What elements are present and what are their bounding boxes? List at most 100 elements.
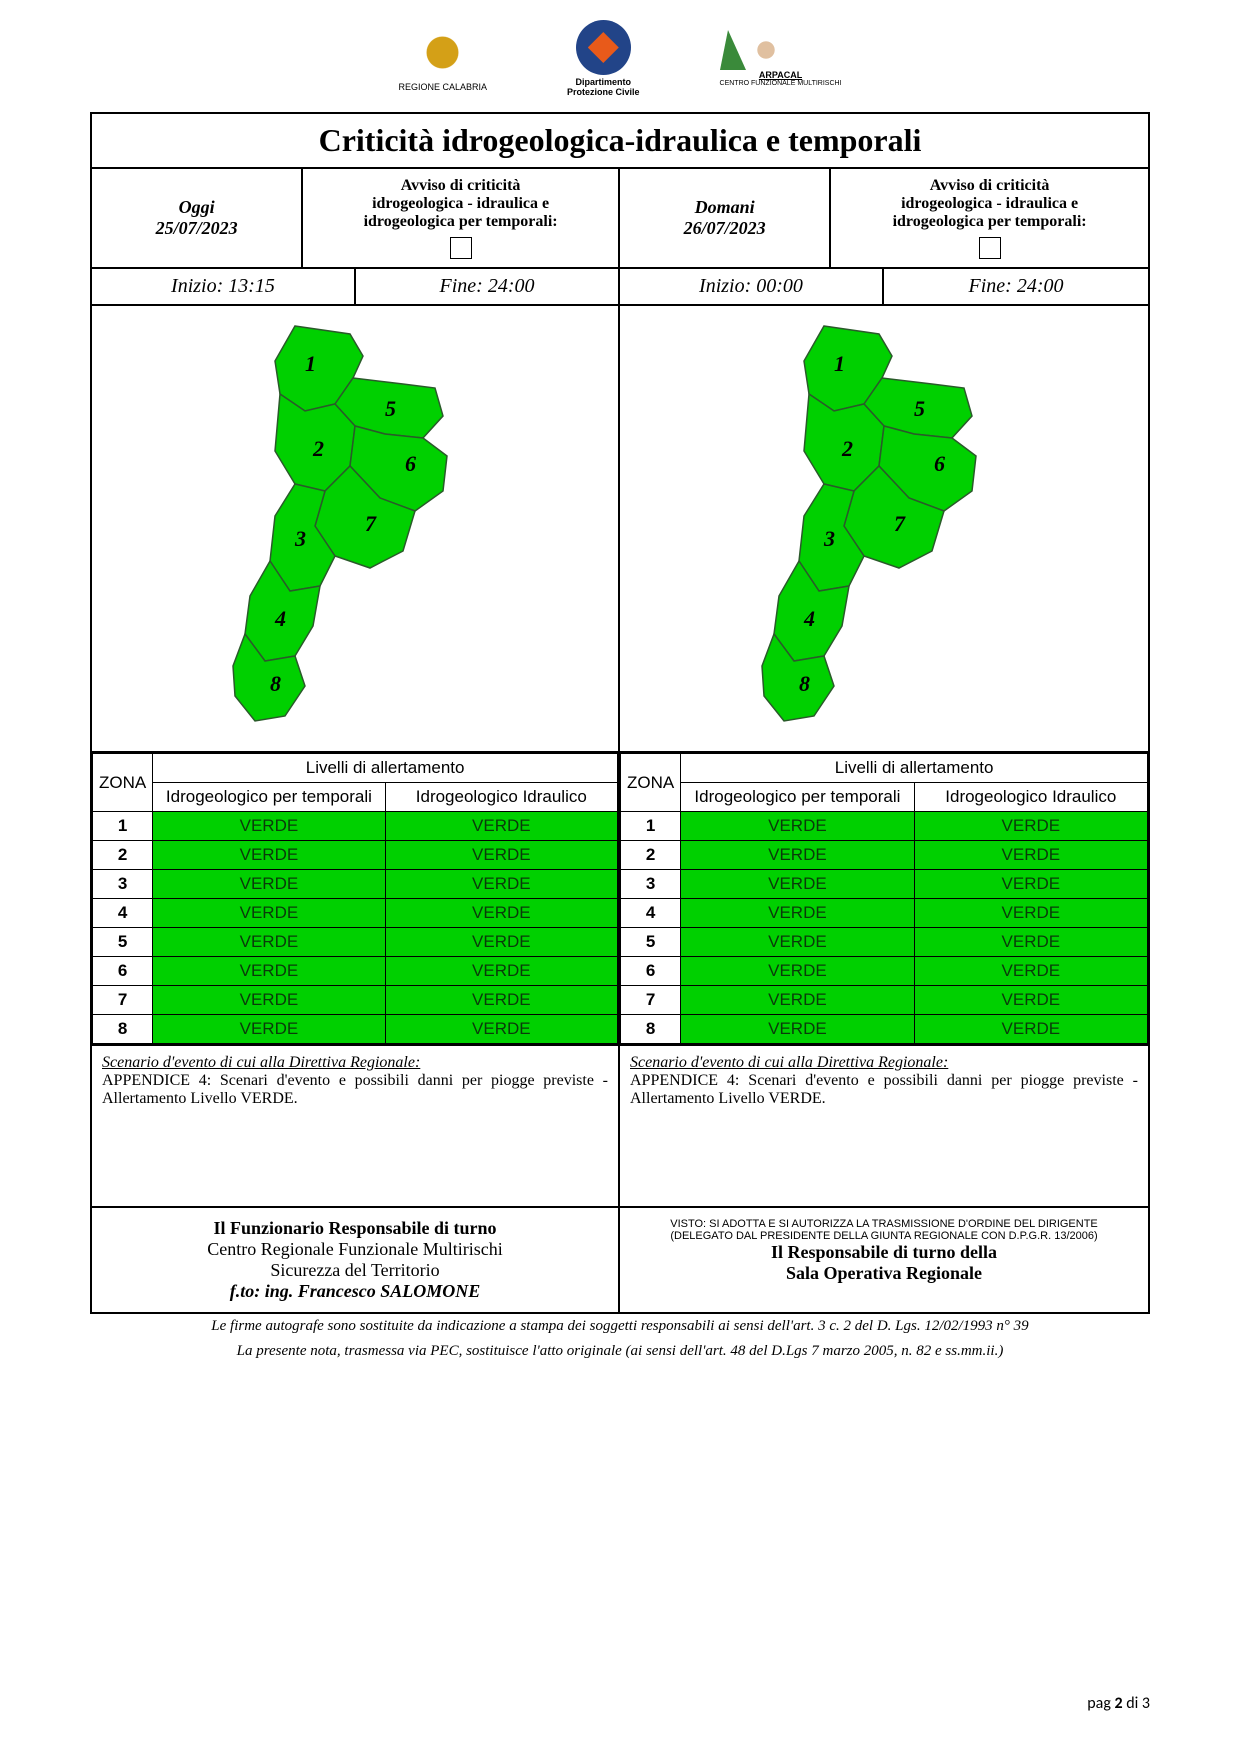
- today-avviso-cell: Avviso di criticità idrogeologica - idra…: [303, 169, 620, 267]
- sig-left-l2: Centro Regionale Funzionale Multirischi: [102, 1239, 608, 1260]
- tomorrow-date: 26/07/2023: [684, 218, 766, 239]
- today-label: Oggi: [179, 197, 215, 218]
- table-tomorrow-wrap: ZONA Livelli di allertamento Idrogeologi…: [620, 753, 1148, 1044]
- table-row: 1 VERDE VERDE: [93, 812, 618, 841]
- idraulico-cell: VERDE: [385, 1015, 617, 1044]
- arpacal-icon: [720, 30, 746, 70]
- idraulico-cell: VERDE: [385, 928, 617, 957]
- table-row: 5 VERDE VERDE: [621, 928, 1148, 957]
- temporali-cell: VERDE: [153, 870, 385, 899]
- logo-calabria: REGIONE CALABRIA: [398, 25, 487, 92]
- today-inizio: Inizio: 13:15: [92, 269, 356, 304]
- zone-label-6: 6: [405, 451, 416, 476]
- temporali-cell: VERDE: [681, 928, 914, 957]
- zone-label-5: 5: [914, 396, 925, 421]
- zone-label-1: 1: [305, 351, 316, 376]
- zone-cell: 5: [93, 928, 153, 957]
- idraulico-cell: VERDE: [385, 870, 617, 899]
- col2-header: Idrogeologico Idraulico: [914, 783, 1147, 812]
- zone-label-2: 2: [841, 436, 853, 461]
- sig-right-s2: (DELEGATO DAL PRESIDENTE DELLA GIUNTA RE…: [630, 1230, 1138, 1242]
- tomorrow-avviso-l3: idrogeologica per temporali:: [893, 213, 1087, 231]
- page-title: Criticità idrogeologica-idraulica e temp…: [92, 114, 1148, 169]
- protezione-civile-icon: [576, 20, 631, 75]
- tomorrow-inizio: Inizio: 00:00: [620, 269, 884, 304]
- tables-row: ZONA Livelli di allertamento Idrogeologi…: [92, 753, 1148, 1046]
- today-avviso-l2: idrogeologica - idraulica e: [364, 195, 558, 213]
- table-row: 3 VERDE VERDE: [93, 870, 618, 899]
- temporali-cell: VERDE: [681, 957, 914, 986]
- scenario-today-body: APPENDICE 4: Scenari d'evento e possibil…: [102, 1072, 608, 1108]
- scenario-tomorrow: Scenario d'evento di cui alla Direttiva …: [620, 1046, 1148, 1206]
- table-row: 6 VERDE VERDE: [621, 957, 1148, 986]
- tomorrow-avviso-checkbox: [979, 237, 1001, 259]
- tomorrow-avviso-cell: Avviso di criticità idrogeologica - idra…: [831, 169, 1148, 267]
- idraulico-cell: VERDE: [385, 986, 617, 1015]
- zone-cell: 5: [621, 928, 681, 957]
- tomorrow-avviso-l2: idrogeologica - idraulica e: [893, 195, 1087, 213]
- main-container: Criticità idrogeologica-idraulica e temp…: [90, 112, 1150, 1314]
- signature-row: Il Funzionario Responsabile di turno Cen…: [92, 1208, 1148, 1312]
- zone-label-7: 7: [894, 511, 906, 536]
- table-row: 4 VERDE VERDE: [621, 899, 1148, 928]
- table-row: 7 VERDE VERDE: [93, 986, 618, 1015]
- temporali-cell: VERDE: [153, 812, 385, 841]
- zone-cell: 4: [93, 899, 153, 928]
- idraulico-cell: VERDE: [914, 870, 1147, 899]
- sig-left-l4: f.to: ing. Francesco SALOMONE: [102, 1281, 608, 1302]
- zone-label-8: 8: [799, 671, 810, 696]
- zone-cell: 6: [93, 957, 153, 986]
- temporali-cell: VERDE: [153, 1015, 385, 1044]
- zone-label-8: 8: [270, 671, 281, 696]
- time-row: Inizio: 13:15 Fine: 24:00 Inizio: 00:00 …: [92, 269, 1148, 306]
- logo-calabria-label: REGIONE CALABRIA: [398, 82, 487, 92]
- temporali-cell: VERDE: [153, 841, 385, 870]
- zone-cell: 4: [621, 899, 681, 928]
- protciv-l1: Dipartimento: [576, 77, 632, 87]
- zone-cell: 1: [621, 812, 681, 841]
- table-row: 7 VERDE VERDE: [621, 986, 1148, 1015]
- today-date: 25/07/2023: [156, 218, 238, 239]
- today-date-cell: Oggi 25/07/2023: [92, 169, 303, 267]
- idraulico-cell: VERDE: [385, 841, 617, 870]
- arpacal-l2: CENTRO FUNZIONALE MULTIRISCHI: [720, 80, 842, 87]
- temporali-cell: VERDE: [681, 812, 914, 841]
- sig-right-l1: Il Responsabile di turno della: [630, 1242, 1138, 1263]
- zone-cell: 3: [93, 870, 153, 899]
- page-number: pag 2 di 3: [1087, 1694, 1150, 1713]
- zone-cell: 8: [93, 1015, 153, 1044]
- logo-arpacal: ARPACAL CENTRO FUNZIONALE MULTIRISCHI: [720, 30, 842, 87]
- arpacal-secondary-icon: [751, 35, 781, 65]
- protciv-l2: Protezione Civile: [567, 87, 640, 97]
- col2-header: Idrogeologico Idraulico: [385, 783, 617, 812]
- alert-table-today: ZONA Livelli di allertamento Idrogeologi…: [92, 753, 618, 1044]
- idraulico-cell: VERDE: [385, 957, 617, 986]
- sig-right-l2: Sala Operativa Regionale: [630, 1263, 1138, 1284]
- zone-cell: 2: [93, 841, 153, 870]
- header-row: Oggi 25/07/2023 Avviso di criticità idro…: [92, 169, 1148, 269]
- today-avviso-l1: Avviso di criticità: [364, 177, 558, 195]
- zona-header: ZONA: [93, 754, 153, 812]
- zone-label-3: 3: [294, 526, 306, 551]
- table-row: 8 VERDE VERDE: [621, 1015, 1148, 1044]
- table-row: 8 VERDE VERDE: [93, 1015, 618, 1044]
- temporali-cell: VERDE: [681, 841, 914, 870]
- col1-header: Idrogeologico per temporali: [681, 783, 914, 812]
- zone-label-5: 5: [385, 396, 396, 421]
- today-fine: Fine: 24:00: [356, 269, 620, 304]
- scenario-row: Scenario d'evento di cui alla Direttiva …: [92, 1046, 1148, 1208]
- zone-cell: 7: [621, 986, 681, 1015]
- idraulico-cell: VERDE: [914, 812, 1147, 841]
- signature-right: VISTO: SI ADOTTA E SI AUTORIZZA LA TRASM…: [620, 1208, 1148, 1312]
- table-row: 6 VERDE VERDE: [93, 957, 618, 986]
- sig-left-l3: Sicurezza del Territorio: [102, 1260, 608, 1281]
- idraulico-cell: VERDE: [385, 812, 617, 841]
- table-row: 2 VERDE VERDE: [621, 841, 1148, 870]
- table-row: 3 VERDE VERDE: [621, 870, 1148, 899]
- zone-label-4: 4: [274, 606, 286, 631]
- temporali-cell: VERDE: [153, 928, 385, 957]
- footnote-l1: Le firme autografe sono sostituite da in…: [90, 1314, 1150, 1339]
- today-avviso-l3: idrogeologica per temporali:: [364, 213, 558, 231]
- idraulico-cell: VERDE: [385, 899, 617, 928]
- zone-cell: 8: [621, 1015, 681, 1044]
